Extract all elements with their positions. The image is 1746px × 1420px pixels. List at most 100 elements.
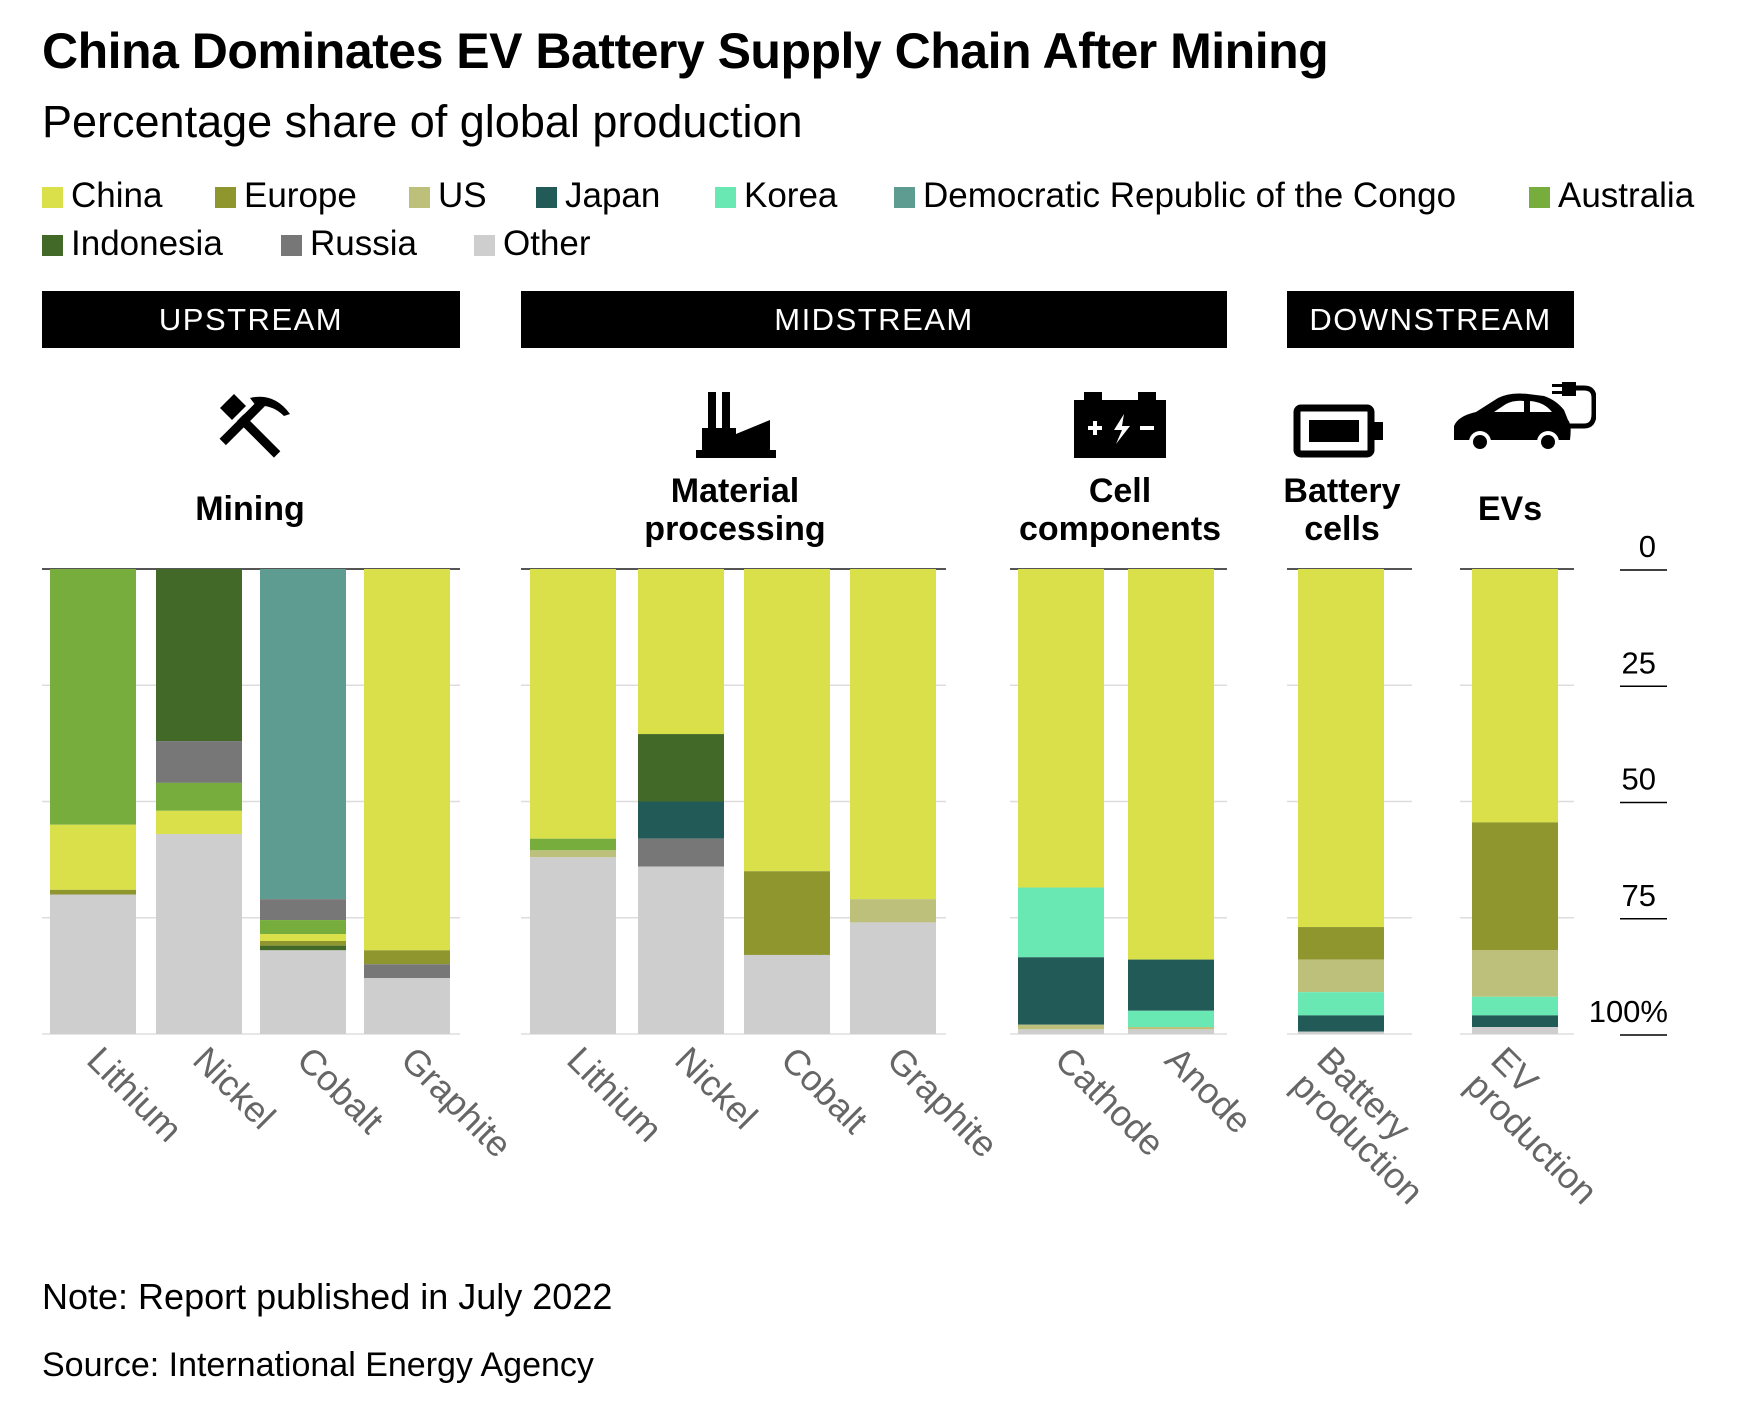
bar-segment bbox=[1298, 927, 1384, 960]
legend-swatch bbox=[715, 187, 736, 208]
bar-segment bbox=[530, 569, 616, 839]
bar-segment bbox=[744, 871, 830, 955]
legend-item: US bbox=[409, 176, 487, 216]
group-label-cell-components: Cell components bbox=[1018, 472, 1222, 548]
category-label: Cobalt bbox=[773, 1039, 876, 1142]
bar-segment bbox=[1128, 1029, 1214, 1034]
bar-segment bbox=[530, 850, 616, 858]
legend-label: Russia bbox=[310, 224, 417, 263]
legend-label: Korea bbox=[744, 176, 838, 215]
stage-downstream: DOWNSTREAM bbox=[1287, 291, 1574, 348]
bar-segment bbox=[364, 978, 450, 1034]
bar-segment bbox=[850, 569, 936, 900]
bar-segment bbox=[156, 782, 242, 811]
chart-note: Note: Report published in July 2022 bbox=[42, 1276, 613, 1317]
bar-segment bbox=[1298, 992, 1384, 1016]
bar-segment bbox=[744, 954, 830, 1034]
bar-segment bbox=[1128, 1010, 1214, 1028]
legend-item: China bbox=[42, 176, 162, 216]
bar-segment bbox=[1128, 569, 1214, 960]
factory-icon bbox=[696, 392, 776, 458]
bar-segment bbox=[530, 857, 616, 1034]
ev-car-icon bbox=[1454, 382, 1596, 453]
bar-segment bbox=[1472, 1015, 1558, 1028]
bar-segment bbox=[1018, 1024, 1104, 1030]
bar-segment bbox=[50, 569, 136, 825]
bar-segment bbox=[1472, 822, 1558, 951]
legend-swatch bbox=[894, 187, 915, 208]
legend-item: Japan bbox=[536, 176, 660, 216]
bar-segment bbox=[530, 838, 616, 851]
bar-segment bbox=[850, 899, 936, 923]
legend-item: Russia bbox=[281, 224, 417, 264]
legend-swatch bbox=[42, 187, 63, 208]
bar-segment bbox=[1018, 887, 1104, 958]
bar-segment bbox=[638, 569, 724, 735]
legend-item: Korea bbox=[715, 176, 837, 216]
chart-title: China Dominates EV Battery Supply Chain … bbox=[42, 23, 1329, 79]
bar-segment bbox=[156, 569, 242, 742]
legend-label: Europe bbox=[244, 176, 357, 215]
bar-segment bbox=[1018, 569, 1104, 888]
bar-segment bbox=[1018, 1029, 1104, 1034]
category-label: Lithium bbox=[559, 1039, 670, 1150]
battery-icon bbox=[1293, 404, 1383, 458]
legend-item: Europe bbox=[215, 176, 357, 216]
bar-segment bbox=[50, 824, 136, 890]
bar-segment bbox=[1472, 996, 1558, 1016]
legend-label: Japan bbox=[565, 176, 661, 215]
y-tick-label: 0 bbox=[1639, 529, 1656, 564]
bar-segment bbox=[260, 920, 346, 935]
bar-segment bbox=[260, 934, 346, 941]
bar-segment bbox=[1018, 957, 1104, 1025]
category-label: Graphite bbox=[393, 1039, 520, 1166]
y-tick-label: 25 bbox=[1622, 645, 1656, 680]
legend-label: China bbox=[71, 176, 163, 215]
bar-segment bbox=[1298, 1015, 1384, 1032]
bar-segment bbox=[156, 810, 242, 835]
bar-segment bbox=[1472, 569, 1558, 823]
bar-segment bbox=[850, 922, 936, 1034]
category-label: Nickel bbox=[185, 1039, 283, 1137]
bar-segment bbox=[1298, 569, 1384, 928]
bar-segment bbox=[156, 741, 242, 783]
bar-segment bbox=[364, 569, 450, 951]
chart-subtitle: Percentage share of global production bbox=[42, 96, 803, 147]
bar-segment bbox=[156, 834, 242, 1034]
stage-midstream: MIDSTREAM bbox=[521, 291, 1227, 348]
legend-swatch bbox=[42, 235, 63, 256]
bar-segment bbox=[50, 894, 136, 1034]
bar-segment bbox=[260, 941, 346, 946]
legend-swatch bbox=[409, 187, 430, 208]
legend-swatch bbox=[536, 187, 557, 208]
bar-segment bbox=[50, 889, 136, 895]
bar-segment bbox=[744, 569, 830, 872]
legend-swatch bbox=[1529, 187, 1550, 208]
category-label: Cathode bbox=[1047, 1039, 1172, 1164]
y-tick-label: 100% bbox=[1589, 994, 1668, 1029]
category-label: Lithium bbox=[79, 1039, 190, 1150]
bar-segment bbox=[1128, 1027, 1214, 1030]
bar-segment bbox=[364, 964, 450, 979]
legend-label: Other bbox=[503, 224, 591, 263]
bar-segment bbox=[638, 838, 724, 867]
legend-swatch bbox=[474, 235, 495, 256]
bar-segment bbox=[638, 801, 724, 839]
bar-segment bbox=[1472, 950, 1558, 997]
legend-item: Democratic Republic of the Congo bbox=[894, 176, 1456, 216]
legend-label: US bbox=[438, 176, 487, 215]
legend-label: Democratic Republic of the Congo bbox=[923, 176, 1457, 215]
bar-segment bbox=[260, 899, 346, 921]
bar-segment bbox=[1128, 959, 1214, 1011]
legend-item: Other bbox=[474, 224, 591, 264]
group-label-evs: EVs bbox=[1477, 490, 1543, 528]
hammer-pick-icon bbox=[219, 394, 290, 458]
bar-segment bbox=[638, 734, 724, 802]
group-label-battery-cells: Battery cells bbox=[1283, 472, 1401, 548]
bar-segment bbox=[1298, 1031, 1384, 1034]
category-label: Graphite bbox=[879, 1039, 1006, 1166]
legend-label: Australia bbox=[1558, 176, 1695, 215]
legend-item: Australia bbox=[1529, 176, 1694, 216]
group-label-mining: Mining bbox=[195, 490, 305, 528]
